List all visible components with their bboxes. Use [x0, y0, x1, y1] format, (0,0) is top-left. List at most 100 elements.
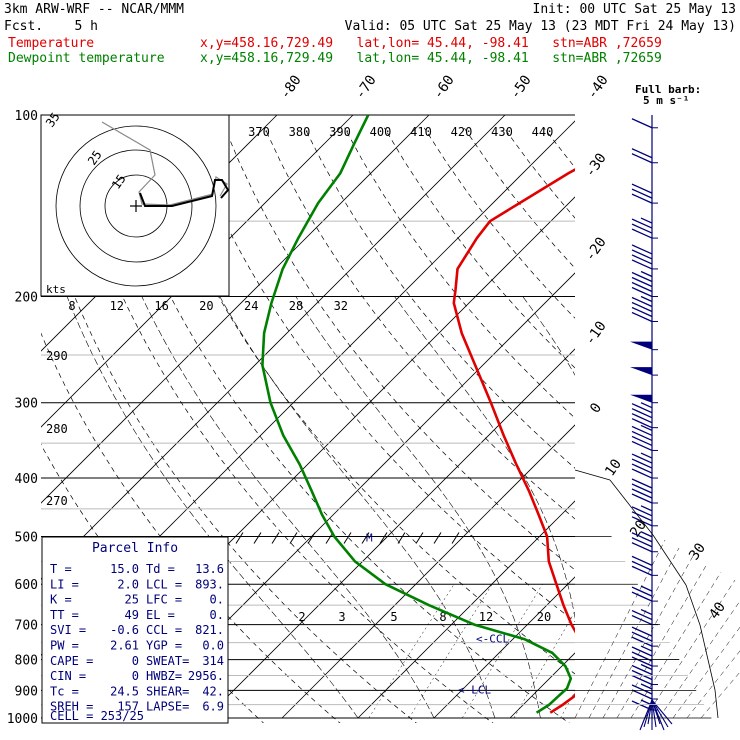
parcel-label: YGP =	[146, 639, 182, 653]
mean-marker: M	[366, 531, 373, 544]
wedge-edge	[714, 689, 719, 719]
parcel-label: TT =	[50, 608, 79, 622]
parcel-value: 0.0	[202, 639, 224, 653]
mixing-ratio-line	[462, 584, 543, 719]
mixing-ratio-line	[368, 584, 455, 719]
parcel-label: HWBZ=	[146, 669, 182, 683]
isotherm-label: -50	[507, 72, 535, 102]
wedge-adiabat	[686, 650, 740, 719]
mixing-ratio-line	[408, 584, 493, 719]
parcel-label: CIN =	[50, 669, 86, 683]
isotherm-label: 20	[627, 517, 650, 540]
parcel-value: 25	[125, 593, 139, 607]
parcel-value: 2956.	[188, 669, 224, 683]
dry-adiabat	[344, 127, 575, 419]
mixing-ratio-label: 12	[110, 299, 124, 313]
pressure-label-400: 400	[15, 472, 38, 487]
wind-barb	[630, 394, 658, 404]
parcel-label: SHEAR=	[146, 684, 189, 698]
pressure-label-1000: 1000	[7, 712, 38, 727]
parcel-label: CAPE =	[50, 654, 93, 668]
dry-adiabat	[704, 128, 740, 731]
pressure-label-300: 300	[15, 397, 38, 412]
parcel-info-panel: Parcel Info T = 15.0 Td = 13.6 LI = 2.0 LCL = 8…	[41, 536, 229, 724]
surface-barb-cluster	[651, 699, 673, 725]
init-time: Init: 00 UTC Sat 25 May 13	[532, 2, 737, 17]
wind-barb	[631, 505, 658, 527]
wind-barb	[631, 424, 658, 452]
hodograph-ring-label: 15	[109, 172, 129, 192]
isobar-tick	[397, 532, 406, 544]
mixing-ratio-line	[513, 611, 575, 719]
hodograph-ring	[79, 149, 193, 263]
isobar-tick	[343, 532, 352, 544]
wind-barb	[631, 585, 658, 602]
model-title: 3km ARW-WRF -- NCAR/MMM	[4, 2, 185, 17]
hodograph-ring-label: 35	[43, 110, 63, 130]
wedge-edge	[609, 479, 654, 536]
moist-adiabat	[219, 296, 496, 719]
theta-label: 290	[46, 349, 68, 363]
wind-barb	[631, 148, 658, 164]
dry-adiabat	[264, 127, 575, 520]
adiabat-label: 370	[248, 125, 270, 139]
mixing-ratio-label: 12	[479, 610, 493, 624]
wedge-edge	[685, 584, 701, 626]
adiabat-label: 410	[410, 125, 432, 139]
moist-adiabat	[394, 296, 575, 619]
parcel-value: 0	[132, 669, 139, 683]
pressure-label-800: 800	[15, 654, 38, 669]
parcel-value: 49	[125, 608, 139, 622]
wind-barb	[631, 295, 658, 323]
parcel-value: 42.	[202, 684, 224, 698]
parcel-label: LCL =	[146, 577, 182, 591]
parcel-value: 0	[132, 654, 139, 668]
wedge-adiabat	[700, 671, 740, 719]
sounding-series	[261, 115, 575, 714]
wind-barb	[631, 531, 658, 553]
parcel-label: Td =	[146, 562, 175, 576]
isotherm-line	[281, 424, 575, 719]
pressure-label-500: 500	[15, 530, 38, 545]
parcel-label: PW =	[50, 639, 79, 653]
dry-adiabat	[503, 127, 575, 219]
isotherm-line	[662, 115, 740, 718]
ccl-marker: <-CCL	[476, 632, 509, 645]
isotherm-label: -80	[277, 72, 305, 102]
isobar-tick	[379, 532, 388, 544]
isobar-tick	[235, 532, 244, 544]
mixing-ratio-label: 5	[390, 610, 397, 624]
parcel-value: 24.5	[110, 684, 139, 698]
parcel-cell-motion: CELL = 253/25	[50, 709, 144, 723]
wind-barb	[631, 452, 658, 479]
parcel-value: 15.0	[110, 562, 139, 576]
parcel-label: LFC =	[146, 593, 182, 607]
isobar-tick	[271, 532, 280, 544]
barb-legend-units: 5 m s⁻¹	[643, 94, 689, 107]
pressure-label-600: 600	[15, 578, 38, 593]
mixing-ratio-label: 2	[298, 610, 305, 624]
isotherm-line	[41, 115, 354, 428]
pressure-label-700: 700	[15, 619, 38, 634]
isotherm-line	[205, 348, 575, 719]
parcel-value: 893.	[195, 577, 224, 591]
mixing-ratio-label: 20	[199, 299, 213, 313]
parcel-label: K =	[50, 593, 72, 607]
isotherm-label: 10	[602, 456, 625, 479]
wedge-adiabat	[602, 555, 694, 719]
dry-adiabat	[41, 196, 417, 723]
lower-skew-wedge	[574, 469, 740, 719]
hodograph-ring	[55, 125, 217, 287]
isotherm-label: -70	[352, 72, 380, 102]
moist-adiabat	[522, 296, 575, 376]
wind-barb	[631, 645, 658, 667]
parcel-label: CCL =	[146, 623, 182, 637]
mixing-ratio-label: 28	[289, 299, 303, 313]
isobar-tick	[415, 532, 424, 544]
adiabat-label: 440	[532, 125, 554, 139]
adiabat-label: 430	[491, 125, 513, 139]
isotherm-label: -10	[582, 318, 610, 348]
parcel-value: -0.6	[110, 623, 139, 637]
wind-barb	[631, 183, 658, 204]
wedge-adiabat	[574, 539, 666, 719]
